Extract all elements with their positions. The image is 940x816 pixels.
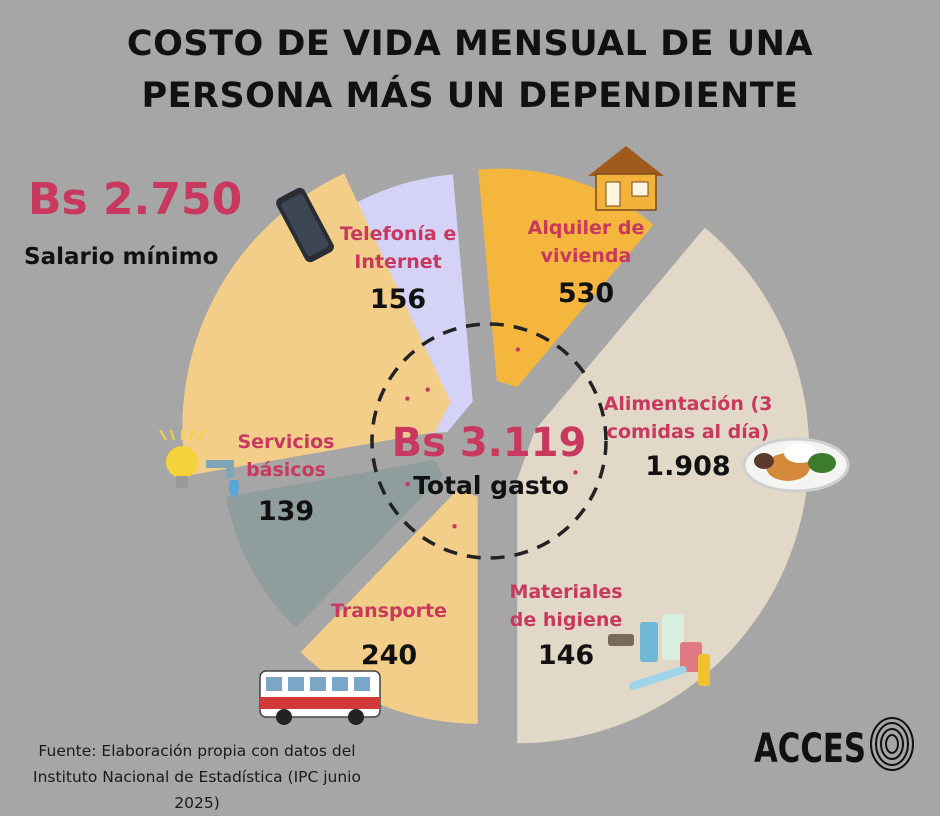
slice-label-line: Alquiler de — [528, 217, 645, 239]
total-expense-value: Bs 3.119 — [392, 420, 587, 466]
slice-value: 146 — [538, 640, 594, 671]
slice-label: Transporte — [331, 600, 447, 622]
fingerprint-icon — [870, 717, 914, 771]
source-note: Fuente: Elaboración propia con datos del… — [16, 738, 378, 816]
cost-of-living-pie-chart: Bs 3.119 Total gasto Telefonía e Internet… — [159, 146, 850, 744]
slice-label-line: de higiene — [510, 609, 623, 631]
slice-label-line: comidas al día) — [607, 421, 770, 443]
hygiene-products-icon — [608, 614, 710, 690]
page-title: COSTO DE VIDA MENSUAL DE UNA PERSONA MÁS… — [80, 18, 860, 122]
pie-slices — [182, 168, 810, 744]
slice-label: Materiales de higiene — [509, 581, 622, 631]
center-dashed-ring — [370, 322, 608, 560]
slice-dot — [405, 481, 410, 487]
pie-slice — [517, 227, 810, 744]
slice-label-line: Transporte — [331, 600, 447, 622]
pie-slice — [182, 173, 451, 476]
slice-labels: Telefonía e Internet 156 Alquiler de viviend… — [238, 217, 773, 671]
slice-value: 156 — [370, 284, 426, 315]
mobile-phone-icon — [276, 187, 334, 263]
slice-label-line: Materiales — [509, 581, 622, 603]
slice-label: Alquiler de vivienda — [528, 217, 645, 267]
slice-label: Servicios básicos — [238, 431, 335, 481]
slice-value: 240 — [361, 640, 417, 671]
slice-dot — [452, 524, 457, 529]
title-line-1: COSTO DE VIDA MENSUAL DE UNA — [126, 24, 814, 64]
slice-label-line: Servicios — [238, 431, 335, 453]
slice-label: Alimentación (3 comidas al día) — [604, 393, 773, 443]
pie-slice — [478, 168, 654, 388]
slice-value: 1.908 — [645, 451, 730, 482]
acces-logo: ACCES — [754, 717, 914, 772]
slice-dot — [515, 347, 521, 352]
total-expense-label: Total gasto — [413, 471, 569, 500]
pie-slice — [300, 488, 478, 724]
food-plate-icon — [742, 437, 850, 493]
slice-value: 139 — [258, 496, 314, 527]
slice-dot — [405, 396, 410, 401]
title-line-2: PERSONA MÁS UN DEPENDIENTE — [141, 76, 799, 116]
slice-label-line: Alimentación (3 — [604, 393, 773, 415]
lightbulb-faucet-icon — [159, 429, 240, 498]
bus-icon — [259, 670, 381, 725]
source-line-1: Fuente: Elaboración propia con datos del — [38, 742, 356, 760]
acces-logo-text: ACCES — [754, 726, 866, 772]
minimum-wage-value: Bs 2.750 — [28, 174, 243, 225]
slice-label-line: básicos — [246, 459, 326, 481]
slice-dot — [573, 470, 578, 475]
slice-dot — [425, 387, 430, 392]
slice-value: 530 — [558, 278, 614, 309]
source-line-2: Instituto Nacional de Estadística (IPC j… — [33, 768, 361, 812]
slice-label-line: vivienda — [541, 245, 632, 267]
slice-label-line: Internet — [354, 251, 441, 273]
slice-icons — [159, 146, 850, 725]
minimum-wage-label: Salario mínimo — [24, 244, 219, 270]
house-icon — [588, 146, 664, 211]
slice-label-line: Telefonía e — [340, 223, 456, 245]
pie-slice — [226, 459, 444, 628]
slice-label: Telefonía e Internet — [340, 223, 456, 273]
slice-dots — [405, 347, 578, 529]
